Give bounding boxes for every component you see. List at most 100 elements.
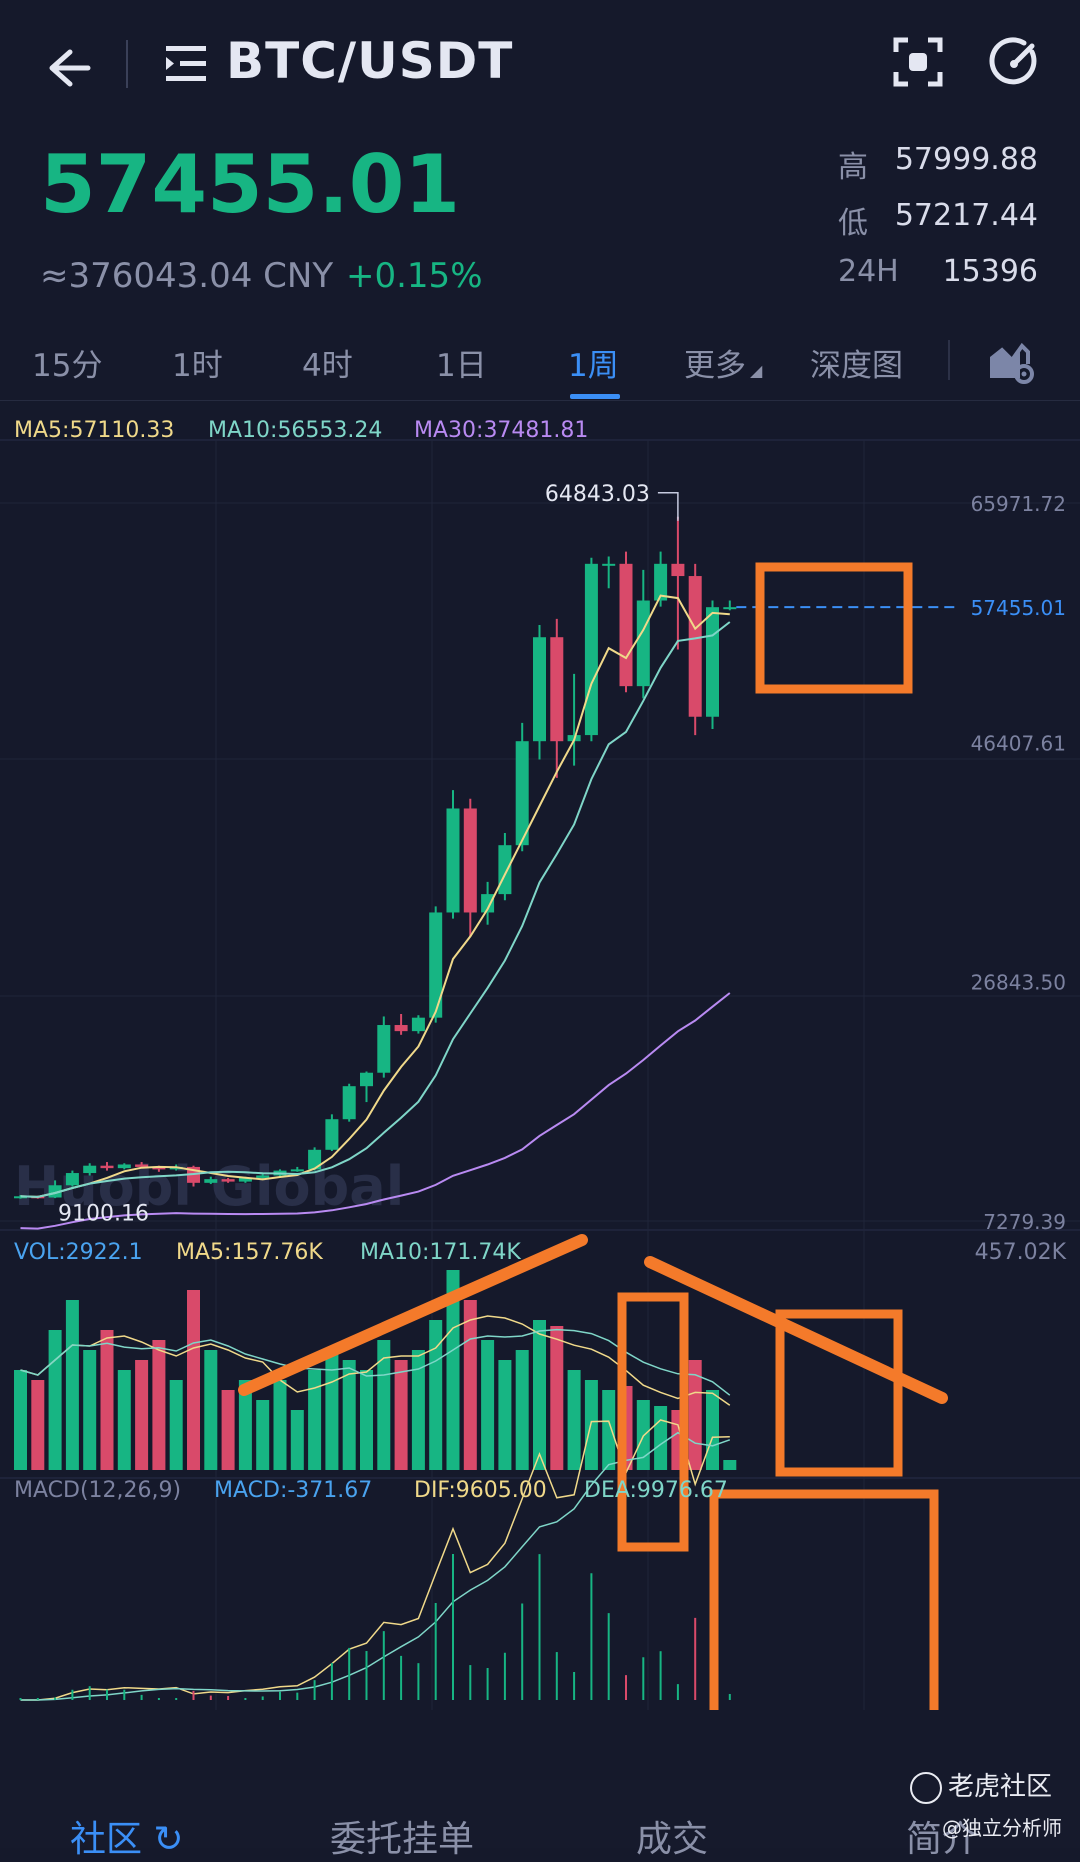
ma30-line — [20, 992, 731, 1230]
pair-title[interactable]: BTC/USDT — [226, 32, 514, 90]
volume-bar — [117, 1370, 131, 1470]
stat-label: 24H — [838, 254, 899, 289]
volume-bar — [723, 1460, 737, 1470]
stat-low: 低 57217.44 — [838, 198, 1038, 241]
candles — [14, 516, 737, 1199]
header: BTC/USDT — [0, 0, 1080, 130]
tab-1d[interactable]: 1日 — [436, 348, 487, 384]
volume-bar — [273, 1380, 287, 1470]
candle — [256, 1175, 270, 1178]
candle — [100, 1165, 114, 1169]
pair-menu-icon[interactable] — [166, 44, 212, 84]
candle — [671, 563, 685, 577]
ma10-line — [20, 621, 731, 1198]
tab-more[interactable]: 更多 ◢ — [684, 340, 762, 385]
tab-1w[interactable]: 1周 — [568, 348, 619, 384]
annotation-box — [775, 1309, 903, 1477]
tab-15m[interactable]: 15分 — [32, 348, 103, 384]
nav-orders[interactable]: 委托挂单 — [330, 1819, 475, 1860]
vol-ma5-label: MA5:157.76K — [176, 1240, 323, 1265]
annotations — [238, 562, 948, 1710]
volume-bar — [498, 1360, 512, 1470]
refresh-small-icon: ↻ — [153, 1819, 184, 1860]
candle — [533, 637, 546, 742]
volume-ma5-line — [20, 1315, 731, 1406]
dea-line — [20, 1431, 731, 1701]
fullscreen-icon[interactable] — [892, 36, 944, 88]
back-arrow-icon[interactable] — [36, 38, 96, 98]
tab-1h[interactable]: 1时 — [172, 348, 223, 384]
volume-bar — [429, 1320, 443, 1470]
candle — [550, 637, 564, 742]
candle — [636, 600, 650, 687]
header-divider — [126, 40, 128, 88]
tab-more-label: 更多 — [684, 348, 746, 384]
candle — [411, 1017, 425, 1032]
refresh-icon[interactable] — [986, 34, 1042, 90]
candle — [584, 563, 598, 736]
volume-bar — [14, 1370, 27, 1470]
volume-bar — [706, 1390, 719, 1470]
candle — [706, 607, 719, 717]
candle — [429, 912, 443, 1018]
volume-bar — [169, 1380, 183, 1470]
volume-panel — [14, 1270, 737, 1470]
candle — [688, 576, 702, 717]
vol-max-label: 457.02K — [974, 1240, 1066, 1265]
candle — [723, 607, 737, 610]
candle — [342, 1086, 356, 1120]
candle — [238, 1177, 252, 1182]
volume-bar — [550, 1326, 564, 1470]
price-change: +0.15% — [346, 256, 483, 296]
volume-bar — [411, 1350, 425, 1470]
candle — [498, 845, 512, 895]
candle — [377, 1025, 391, 1073]
tiger-logo-icon — [910, 1771, 942, 1804]
stat-24h: 24H 15396 — [838, 254, 1038, 294]
high-leader — [657, 492, 679, 519]
candle — [83, 1165, 97, 1174]
volume-bar — [377, 1340, 391, 1470]
price-axis-label: 26843.50 — [971, 971, 1066, 995]
price-markers: 64843.03 9100.16 57455.01 — [58, 482, 1066, 1227]
volume-bar — [654, 1406, 668, 1470]
community-watermark-text: 老虎社区 — [948, 1772, 1053, 1802]
volume-bar — [394, 1360, 408, 1470]
volume-bar — [48, 1330, 62, 1470]
nav-trades[interactable]: 成交 — [636, 1819, 709, 1860]
ma5-line — [20, 594, 730, 1198]
tab-4h[interactable]: 4时 — [302, 348, 353, 384]
chart-settings-icon[interactable] — [988, 338, 1036, 386]
candle — [117, 1164, 131, 1169]
volume-bar — [325, 1350, 339, 1470]
stat-label: 低 — [838, 206, 868, 241]
candle — [394, 1025, 408, 1032]
volume-bar — [308, 1370, 322, 1470]
ma30-label: MA30:37481.81 — [414, 418, 589, 443]
candle — [654, 563, 668, 601]
volume-bar — [100, 1330, 114, 1470]
candle — [325, 1119, 339, 1150]
high-marker: 64843.03 — [545, 482, 650, 507]
annotation-box — [617, 1292, 689, 1552]
volume-bar — [481, 1340, 495, 1470]
dif-value: DIF:9605.00 — [414, 1478, 547, 1503]
candle — [602, 563, 616, 566]
volume-bar — [238, 1380, 252, 1470]
last-price: 57455.01 — [40, 138, 461, 231]
macd-panel — [19, 1419, 731, 1701]
volume-bar — [290, 1410, 304, 1470]
volume-bar — [342, 1360, 356, 1470]
dif-line — [20, 1419, 730, 1701]
candle — [221, 1179, 235, 1182]
cny-price: ≈376043.04 CNY — [40, 256, 334, 296]
volume-bar — [360, 1370, 373, 1470]
volume-bar — [446, 1270, 460, 1470]
ma5-label: MA5:57110.33 — [14, 418, 175, 443]
kline-chart[interactable]: Huobi Global 65971.7246407.6126843.50727… — [0, 400, 1080, 1710]
candle — [204, 1179, 218, 1183]
tab-depth[interactable]: 深度图 — [810, 348, 903, 384]
nav-community[interactable]: 社区 ↻ — [70, 1810, 184, 1862]
bottom-nav: 社区 ↻ 委托挂单 成交 简介 — [0, 1780, 1080, 1860]
caret-down-icon: ◢ — [750, 361, 763, 380]
